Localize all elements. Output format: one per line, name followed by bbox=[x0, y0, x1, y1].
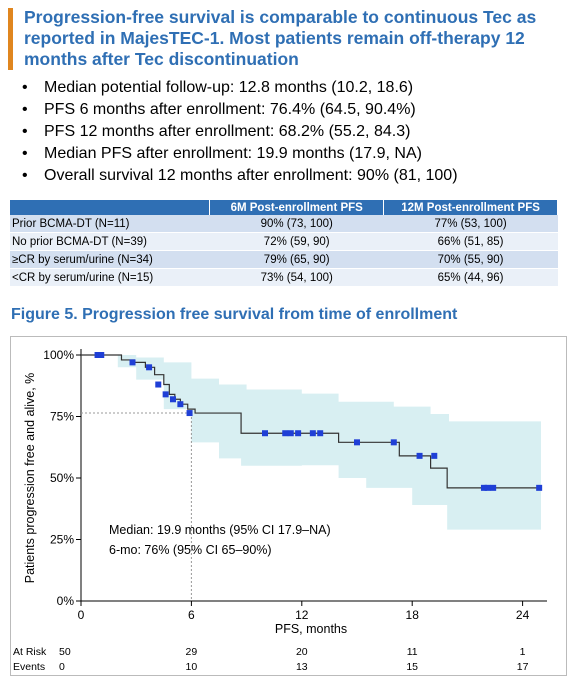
censor-mark bbox=[155, 381, 162, 388]
censor-mark bbox=[484, 484, 491, 491]
table-cell: 90% (73, 100) bbox=[209, 215, 384, 233]
annotation-text: Median: 19.9 months (95% CI 17.9–NA) bbox=[109, 523, 331, 537]
events-value: 0 bbox=[59, 661, 65, 673]
table-row: Prior BCMA-DT (N=11) 90% (73, 100) 77% (… bbox=[10, 215, 558, 233]
x-tick-label: 0 bbox=[78, 608, 85, 622]
table-header-cell bbox=[10, 200, 211, 215]
censor-mark bbox=[282, 430, 289, 437]
title-line: months after Tec discontinuation bbox=[24, 49, 299, 69]
km-chart-frame: 0% 25% 50% 75% 100% 0 6 12 18 24 PFS, months Patien… bbox=[10, 336, 567, 676]
bullet-item: • PFS 6 months after enrollment: 76.4% (6… bbox=[22, 101, 416, 118]
x-tick-label: 24 bbox=[516, 608, 530, 622]
censor-mark bbox=[354, 439, 360, 446]
events-value: 10 bbox=[186, 661, 198, 673]
table-header-cell: 12M Post-enrollment PFS bbox=[383, 200, 558, 215]
bullet-text: Overall survival 12 months after enrollm… bbox=[44, 167, 458, 184]
censor-mark bbox=[146, 364, 153, 371]
x-tick-label: 6 bbox=[188, 608, 195, 622]
censor-mark bbox=[177, 401, 184, 408]
table-row: <CR by serum/urine (N=15) 73% (54, 100) … bbox=[10, 268, 558, 287]
events-value: 13 bbox=[296, 661, 308, 673]
table-cell: Prior BCMA-DT (N=11) bbox=[10, 215, 210, 233]
censor-mark bbox=[431, 452, 438, 459]
censor-mark bbox=[129, 359, 136, 366]
events-value: 17 bbox=[517, 661, 529, 673]
at-risk-value: 29 bbox=[186, 646, 198, 658]
title-line: Progression-free survival is comparable … bbox=[24, 7, 537, 27]
key-results-list: • Median potential follow-up: 12.8 months… bbox=[22, 77, 458, 187]
bullet-item: • Median potential follow-up: 12.8 months… bbox=[22, 79, 414, 96]
table-cell: 77% (53, 100) bbox=[383, 215, 558, 233]
table-cell: 72% (59, 90) bbox=[209, 232, 384, 251]
slide-title: Progression-free survival is comparable … bbox=[24, 7, 574, 70]
table-cell: 70% (55, 90) bbox=[383, 250, 558, 269]
bullet-text: Median potential follow-up: 12.8 months … bbox=[44, 79, 414, 96]
censor-mark bbox=[295, 430, 302, 437]
x-tick-label: 12 bbox=[295, 608, 309, 622]
x-axis-label: PFS, months bbox=[275, 622, 347, 636]
censor-mark bbox=[170, 396, 176, 403]
y-tick-label: 100% bbox=[43, 348, 74, 362]
table-cell: No prior BCMA-DT (N=39) bbox=[10, 232, 210, 251]
censor-mark bbox=[317, 430, 324, 437]
at-risk-value: 1 bbox=[520, 646, 526, 658]
y-tick-label: 75% bbox=[50, 410, 74, 424]
table-cell: 66% (51, 85) bbox=[383, 232, 558, 251]
annotation-text: 6-mo: 76% (95% CI 65–90%) bbox=[109, 543, 272, 557]
censor-mark bbox=[186, 410, 193, 417]
figure-title: Figure 5. Progression free survival from… bbox=[11, 306, 458, 323]
bullet-text: PFS 6 months after enrollment: 76.4% (64… bbox=[44, 101, 416, 118]
bullet-item: • Overall survival 12 months after enroll… bbox=[22, 167, 458, 184]
table-row: ≥CR by serum/urine (N=34) 79% (65, 90) 7… bbox=[10, 250, 558, 269]
bullet-text: PFS 12 months after enrollment: 68.2% (5… bbox=[44, 123, 411, 140]
censor-mark bbox=[98, 352, 105, 358]
y-axis-label: Patients progression free and alive, % bbox=[23, 373, 37, 584]
table-cell: ≥CR by serum/urine (N=34) bbox=[10, 250, 210, 269]
censor-mark bbox=[416, 452, 423, 459]
table-header-row: 6M Post-enrollment PFS 12M Post-enrollme… bbox=[10, 200, 558, 215]
x-tick-label: 18 bbox=[406, 608, 420, 622]
y-tick-label: 50% bbox=[50, 471, 74, 485]
bullet-item: • Median PFS after enrollment: 19.9 month… bbox=[22, 145, 422, 162]
title-line: reported in MajesTEC-1. Most patients re… bbox=[24, 28, 525, 48]
title-accent-bar bbox=[8, 8, 13, 70]
bullet-text: Median PFS after enrollment: 19.9 months… bbox=[44, 145, 422, 162]
y-tick-label: 0% bbox=[57, 594, 75, 608]
at-risk-value: 11 bbox=[407, 646, 418, 658]
censor-mark bbox=[162, 391, 169, 398]
table-header-cell: 6M Post-enrollment PFS bbox=[209, 200, 385, 215]
censor-mark bbox=[480, 484, 487, 491]
table-row: No prior BCMA-DT (N=39) 72% (59, 90) 66%… bbox=[10, 232, 558, 251]
risk-table-label: Events bbox=[13, 661, 45, 673]
censor-mark bbox=[262, 430, 268, 437]
table-cell: 65% (44, 96) bbox=[383, 268, 558, 287]
censor-mark bbox=[536, 484, 543, 491]
km-survival-chart: 0% 25% 50% 75% 100% 0 6 12 18 24 PFS, months Patien… bbox=[13, 348, 547, 673]
censor-mark bbox=[287, 430, 294, 437]
bullet-item: • PFS 12 months after enrollment: 68.2% (… bbox=[22, 123, 411, 140]
at-risk-value: 50 bbox=[59, 646, 71, 658]
y-tick-label: 25% bbox=[50, 533, 74, 547]
censor-mark bbox=[390, 439, 397, 446]
censor-mark bbox=[309, 430, 316, 437]
risk-table-label: At Risk bbox=[13, 646, 47, 658]
table-cell: <CR by serum/urine (N=15) bbox=[10, 268, 210, 287]
table-cell: 79% (65, 90) bbox=[209, 250, 384, 269]
at-risk-value: 20 bbox=[296, 646, 308, 658]
censor-mark bbox=[490, 484, 497, 491]
pfs-subgroup-table: 6M Post-enrollment PFS 12M Post-enrollme… bbox=[10, 200, 558, 287]
confidence-band bbox=[81, 355, 541, 530]
table-cell: 73% (54, 100) bbox=[209, 268, 384, 287]
events-value: 15 bbox=[406, 661, 418, 673]
